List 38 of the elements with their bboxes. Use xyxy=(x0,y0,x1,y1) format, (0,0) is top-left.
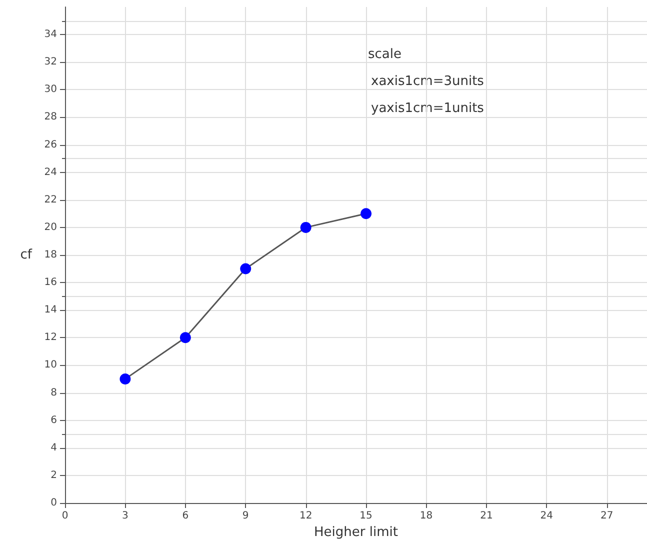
y-tick-label: 30 xyxy=(44,84,57,96)
x-tick-label: 24 xyxy=(540,510,554,522)
x-tick-label: 21 xyxy=(480,510,493,522)
y-tick-label: 28 xyxy=(44,112,57,123)
x-tick-label: 27 xyxy=(600,510,614,522)
x-tick-label: 3 xyxy=(122,510,128,522)
x-tick-label: 6 xyxy=(182,510,189,522)
point xyxy=(240,263,252,274)
annotation: xaxis1cm=3units xyxy=(371,74,484,89)
y-tick-label: 32 xyxy=(44,56,57,68)
y-tick-label: 6 xyxy=(50,414,57,426)
x-axis-title: Heigher limit xyxy=(314,524,398,540)
point xyxy=(120,374,131,384)
y-tick-label: 12 xyxy=(44,332,57,344)
y-tick-label: 0 xyxy=(50,498,57,508)
point xyxy=(180,332,191,344)
x-tick-label: 12 xyxy=(299,510,312,522)
y-tick-label: 18 xyxy=(44,250,57,260)
y-tick-label: 10 xyxy=(44,360,57,371)
annotation: scale xyxy=(368,47,402,62)
y-tick-label: 2 xyxy=(50,470,57,481)
y-tick-label: 20 xyxy=(44,222,57,233)
y-tick-label: 26 xyxy=(44,139,57,150)
annotation: yaxis1cm=1units xyxy=(371,101,484,116)
y-tick-label: 4 xyxy=(50,442,57,454)
x-tick-label: 15 xyxy=(360,510,372,522)
x-tick-label: 0 xyxy=(62,510,68,522)
y-axis-title: cf xyxy=(20,248,32,262)
y-tick-label: 8 xyxy=(50,387,57,398)
point xyxy=(300,222,312,233)
point xyxy=(360,208,372,220)
y-tick-label: 34 xyxy=(44,29,57,40)
y-tick-label: 16 xyxy=(44,277,57,288)
y-tick-label: 14 xyxy=(44,304,57,316)
x-tick-label: 18 xyxy=(420,510,433,522)
x-tick-label: 9 xyxy=(242,510,249,522)
y-tick-label: 24 xyxy=(44,166,57,178)
y-tick-label: 22 xyxy=(44,194,57,206)
